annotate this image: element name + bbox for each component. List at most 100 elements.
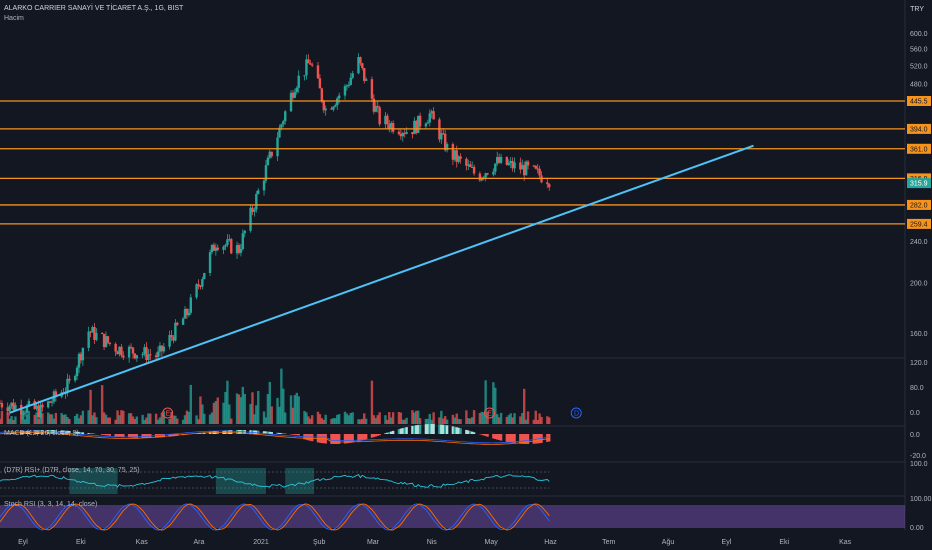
candle-body xyxy=(224,244,227,247)
volume-bar xyxy=(8,418,11,424)
time-tick-label: Nis xyxy=(427,539,438,546)
volume-bar xyxy=(303,410,306,424)
rsi-label: (D7R) RSI+ (D7R, close, 14, 70, 30, 75, … xyxy=(4,467,140,474)
macd-bar xyxy=(141,434,144,438)
volume-bar xyxy=(546,416,549,424)
volume-bar xyxy=(102,412,106,424)
event-marker xyxy=(570,407,582,419)
time-tick-label: Eyl xyxy=(18,539,28,546)
macd-bar xyxy=(505,434,509,442)
candle-body xyxy=(149,354,152,356)
macd-bar xyxy=(521,434,524,444)
volume-bar xyxy=(465,410,468,424)
candle-body xyxy=(27,400,31,406)
candle-body xyxy=(122,355,125,358)
candle-body xyxy=(524,161,528,176)
volume-bar xyxy=(203,413,206,424)
volume-bar xyxy=(243,394,246,424)
volume-bar xyxy=(131,416,135,424)
volume-bar xyxy=(210,412,214,424)
candle-body xyxy=(114,343,117,352)
candle-body xyxy=(349,77,352,85)
macd-bar xyxy=(282,433,285,434)
macd-bar xyxy=(496,434,499,440)
volume-bar xyxy=(93,412,96,424)
macd-bar xyxy=(457,427,460,434)
volume-bar xyxy=(428,413,431,424)
candle-body xyxy=(270,151,273,157)
macd-bar xyxy=(399,428,403,434)
candle-body xyxy=(469,164,472,167)
volume-bar xyxy=(336,414,339,424)
volume-bar xyxy=(224,391,227,424)
candle-body xyxy=(459,156,462,159)
candle-body xyxy=(127,346,131,358)
macd-bar xyxy=(68,430,71,434)
candle-body xyxy=(75,367,79,377)
macd-bar xyxy=(376,434,379,436)
volume-bar xyxy=(183,415,187,424)
volume-bar xyxy=(235,393,239,424)
volume-bar xyxy=(156,419,160,424)
candle-body xyxy=(187,312,191,316)
volume-bar xyxy=(162,411,166,424)
candle-body xyxy=(145,347,148,361)
volume-bar xyxy=(390,417,393,424)
volume-bar xyxy=(116,410,119,424)
candle-body xyxy=(320,88,324,102)
rsi-zone xyxy=(215,468,266,494)
macd-bar xyxy=(357,434,360,442)
trend-line xyxy=(9,144,754,414)
volume-bar xyxy=(104,414,108,424)
macd-bar xyxy=(428,424,431,434)
volume-bar xyxy=(411,410,414,424)
candle-body xyxy=(141,354,144,356)
volume-bar xyxy=(23,419,27,424)
macd-bar xyxy=(482,434,485,436)
macd-bar xyxy=(370,434,374,438)
candle-body xyxy=(276,137,279,157)
candle-body xyxy=(168,335,171,347)
candle-body xyxy=(457,156,460,162)
volume-bar xyxy=(95,417,98,424)
candle-body xyxy=(35,405,38,409)
volume-bar xyxy=(241,386,245,424)
event-marker-label: D xyxy=(574,411,579,418)
candle-body xyxy=(442,133,445,135)
level-label-bg xyxy=(907,123,931,134)
candle-body xyxy=(91,327,94,333)
candle-body xyxy=(162,346,166,352)
candle-body xyxy=(8,406,11,412)
volume-bar xyxy=(118,415,121,424)
volume-bar xyxy=(168,418,171,424)
candle-body xyxy=(536,168,539,170)
macd-bar xyxy=(546,434,549,442)
macd-bar xyxy=(89,433,92,434)
macd-bar xyxy=(424,424,428,434)
macd-bar xyxy=(351,434,354,443)
volume-tick-label: 0.0 xyxy=(910,410,920,417)
volume-bar xyxy=(54,412,58,424)
candle-body xyxy=(10,402,13,407)
macd-bar xyxy=(372,434,376,438)
candle-body xyxy=(332,106,335,110)
volume-bar xyxy=(401,419,404,424)
level-label: 259.4 xyxy=(910,221,928,228)
macd-bar xyxy=(492,434,495,439)
volume-bar xyxy=(343,411,347,424)
volume-bar xyxy=(291,407,295,424)
candle-body xyxy=(170,335,173,338)
macd-bar xyxy=(73,431,77,434)
candle-body xyxy=(214,247,218,251)
volume-bar xyxy=(309,418,312,424)
macd-bar xyxy=(129,434,133,438)
volume-bar xyxy=(399,412,403,424)
macd-line xyxy=(0,430,550,444)
volume-bar xyxy=(75,413,79,424)
candle-body xyxy=(359,57,362,64)
candle-body xyxy=(336,98,339,106)
macd-bar xyxy=(239,430,243,434)
macd-bar xyxy=(469,431,472,434)
time-tick-label: May xyxy=(485,539,499,546)
